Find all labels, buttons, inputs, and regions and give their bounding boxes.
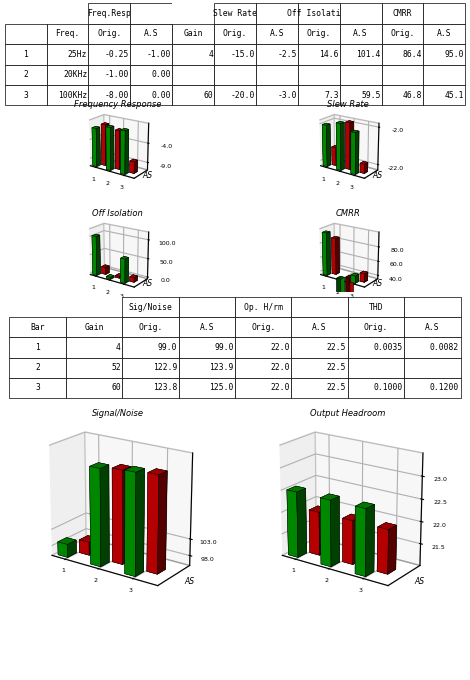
Text: AS: AS	[142, 279, 152, 288]
Title: Slew Rate: Slew Rate	[327, 100, 368, 109]
Text: AS: AS	[373, 171, 383, 180]
Title: CMRR: CMRR	[336, 209, 360, 218]
Title: Frequency Response: Frequency Response	[74, 100, 161, 109]
Title: Off Isolation: Off Isolation	[92, 209, 143, 218]
Text: AS: AS	[373, 279, 383, 288]
Text: AS: AS	[415, 577, 425, 586]
Title: Output Headroom: Output Headroom	[310, 409, 385, 418]
Text: AS: AS	[185, 577, 195, 586]
Text: AS: AS	[142, 171, 152, 180]
Title: Signal/Noise: Signal/Noise	[92, 409, 143, 418]
